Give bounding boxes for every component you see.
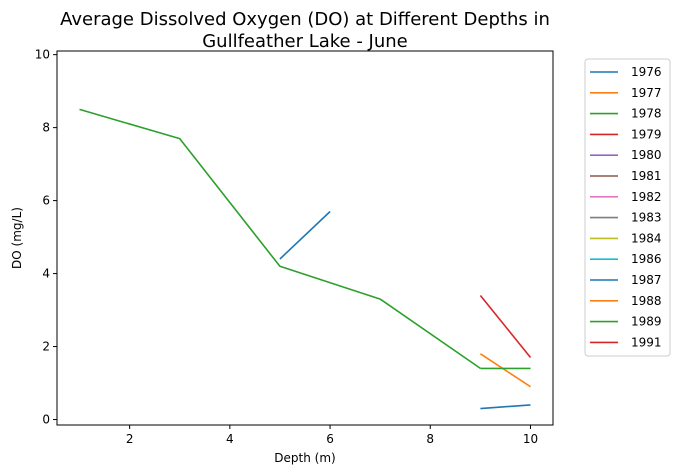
legend-label-1988: 1988 [631,294,662,308]
legend-label-1987: 1987 [631,273,662,287]
x-tick-label: 8 [426,432,434,446]
chart-title-line-2: Gullfeather Lake - June [202,31,408,52]
y-tick-label: 4 [42,267,50,281]
series-line-1979 [479,294,532,359]
legend-label-1986: 1986 [631,252,662,266]
y-axis-label: DO (mg/L) [10,207,24,269]
legend-label-1981: 1981 [631,169,662,183]
y-tick-label: 6 [42,194,50,208]
x-tick-label: 10 [523,432,538,446]
legend-label-1977: 1977 [631,86,662,100]
y-axis-ticks: 0 2 4 6 8 10 [35,48,57,427]
legend-box [584,58,671,357]
series-line-1977 [479,353,531,388]
series-layer [79,108,532,410]
x-axis-label: Depth (m) [274,451,335,465]
x-tick-label: 2 [126,432,134,446]
legend-label-1983: 1983 [631,211,662,225]
series-line-1989 [79,108,481,370]
x-tick-label: 6 [326,432,334,446]
legend-items: 1976 1977 1978 1979 1980 1981 1982 1983 1984 1986… [590,65,662,349]
legend-label-1976: 1976 [631,65,662,79]
legend-label-1978: 1978 [631,107,662,121]
plot-area-frame [56,50,554,426]
series-line-1976 [480,404,531,410]
legend-label-1984: 1984 [631,231,662,245]
x-tick-label: 4 [226,432,234,446]
y-tick-label: 2 [42,340,50,354]
legend-label-1980: 1980 [631,148,662,162]
y-tick-label: 8 [42,121,50,135]
series-line-1987 [279,210,331,260]
x-axis-ticks: 2 4 6 8 10 [126,425,538,446]
legend-label-1982: 1982 [631,190,662,204]
legend: 1976 1977 1978 1979 1980 1981 1982 1983 1984 1986… [584,58,671,357]
y-tick-label: 10 [35,48,50,62]
legend-label-1989: 1989 [631,315,662,329]
chart-title-line-1: Average Dissolved Oxygen (DO) at Differe… [60,9,550,30]
y-tick-label: 0 [42,413,50,427]
legend-label-1979: 1979 [631,127,662,141]
legend-label-1991: 1991 [631,335,662,349]
